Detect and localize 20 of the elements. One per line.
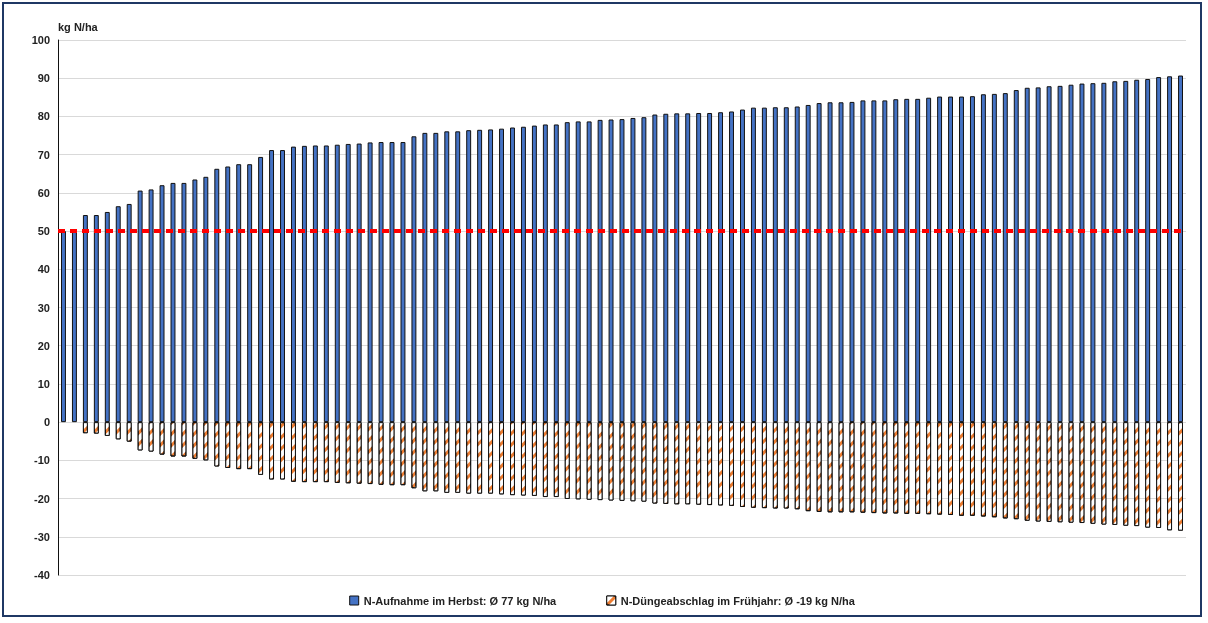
y-tick-label: 100 xyxy=(31,34,50,46)
legend-label: N-Aufnahme im Herbst: Ø 77 kg N/ha xyxy=(363,594,558,607)
y-tick-label: -10 xyxy=(34,454,50,467)
y-tick-label: 60 xyxy=(37,186,50,199)
y-tick-label: 40 xyxy=(37,263,50,276)
bar xyxy=(71,231,77,423)
y-tick-label: 90 xyxy=(37,72,50,85)
y-tick-label: 0 xyxy=(43,416,50,429)
bar xyxy=(61,231,66,423)
y-tick-label: 30 xyxy=(37,301,50,314)
y-tick-label: 50 xyxy=(37,225,50,238)
y-axis-title: kg N/ha xyxy=(58,20,99,33)
legend-label: N-Düngeabschlag im Frühjahr: Ø -19 kg N/ha xyxy=(620,594,856,607)
y-tick-label: 10 xyxy=(37,377,50,390)
y-tick-label: -40 xyxy=(34,569,50,581)
y-tick-label: -20 xyxy=(34,492,50,505)
y-tick-label: 80 xyxy=(37,110,50,123)
y-tick-label: 20 xyxy=(37,339,50,352)
y-tick-label: 70 xyxy=(37,148,50,161)
y-tick-label: -30 xyxy=(34,530,50,543)
